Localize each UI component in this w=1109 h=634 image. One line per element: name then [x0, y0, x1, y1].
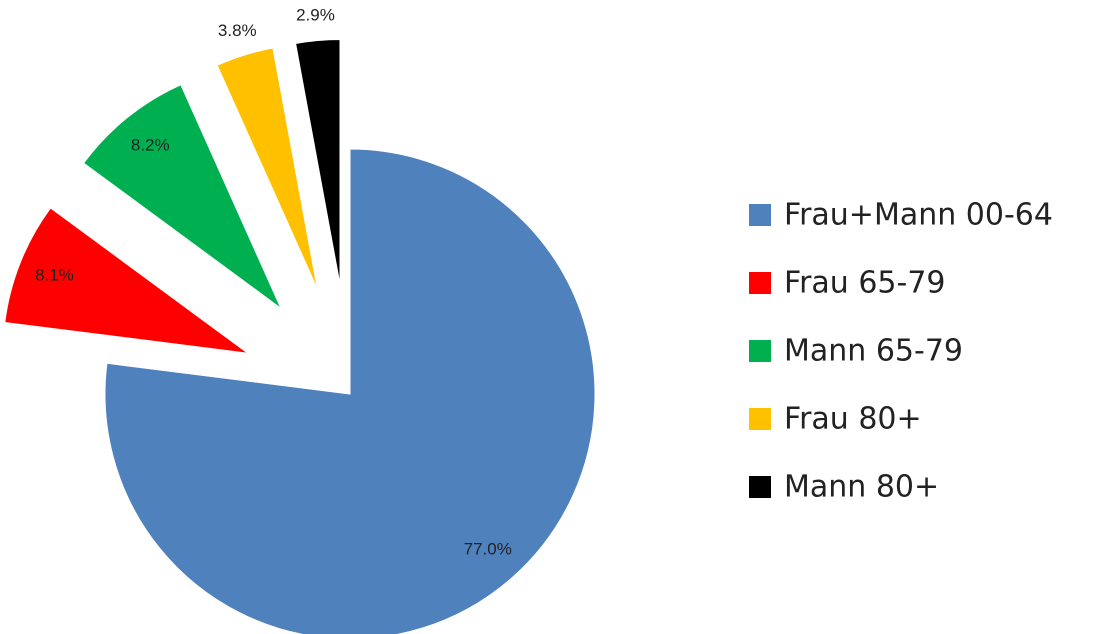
pie-slice — [82, 84, 283, 310]
pie-slice — [295, 38, 341, 285]
data-label: 3.8% — [218, 21, 257, 40]
data-label: 77.0% — [464, 540, 512, 559]
legend-swatch — [749, 204, 771, 226]
legend-swatch — [749, 340, 771, 362]
data-label: 8.2% — [131, 136, 170, 155]
data-label: 8.1% — [35, 265, 74, 284]
legend-swatch — [749, 272, 771, 294]
legend-label: Frau 80+ — [784, 402, 922, 437]
legend-swatch — [749, 476, 771, 498]
pie-slice — [104, 148, 596, 634]
legend-label: Mann 65-79 — [784, 334, 963, 369]
legend-label: Mann 80+ — [784, 470, 939, 505]
pie-slice — [216, 47, 318, 290]
legend-label: Frau+Mann 00-64 — [784, 198, 1053, 233]
data-label: 2.9% — [296, 6, 335, 25]
legend-swatch — [749, 408, 771, 430]
pie-slice — [4, 207, 250, 354]
legend-label: Frau 65-79 — [784, 266, 946, 301]
